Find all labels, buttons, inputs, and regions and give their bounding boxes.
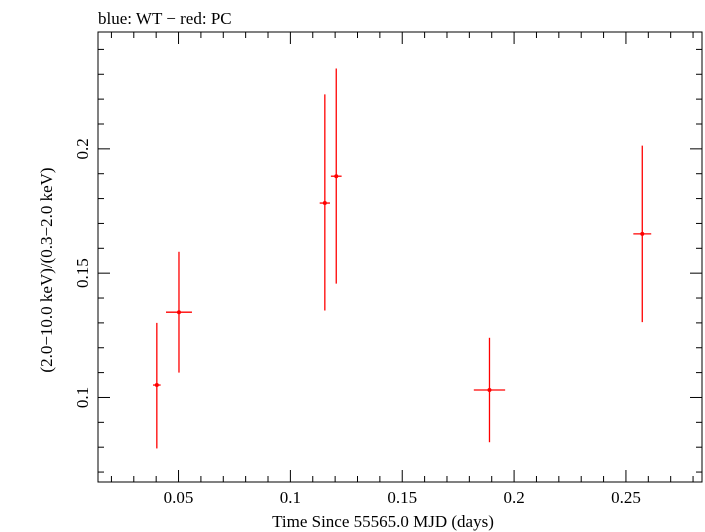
y-tick-label: 0.2: [73, 138, 92, 159]
y-tick-label: 0.15: [73, 258, 92, 288]
data-point: [166, 251, 192, 373]
data-points: [153, 68, 652, 449]
x-tick-label: 0.2: [503, 488, 524, 507]
x-tick-label: 0.25: [611, 488, 641, 507]
x-tick-label: 0.05: [164, 488, 194, 507]
data-marker: [154, 383, 159, 388]
axis-tick-labels: 0.05 0.1 0.15 0.2 0.25 0.1 0.15 0.2: [73, 138, 641, 507]
data-point: [473, 337, 506, 443]
x-axis-label: Time Since 55565.0 MJD (days): [272, 512, 494, 531]
chart-title: blue: WT − red: PC: [98, 9, 232, 28]
axis-ticks: [98, 32, 702, 482]
x-tick-label: 0.1: [280, 488, 301, 507]
plot-frame: [97, 31, 703, 483]
data-point: [153, 322, 161, 449]
data-marker: [487, 388, 492, 393]
data-marker: [640, 231, 645, 236]
data-marker: [334, 174, 339, 179]
data-marker: [322, 201, 327, 206]
y-tick-label: 0.1: [73, 387, 92, 408]
data-point: [330, 68, 342, 284]
x-tick-label: 0.15: [387, 488, 417, 507]
data-point: [633, 145, 652, 323]
y-axis-label: (2.0−10.0 keV)/(0.3−2.0 keV): [37, 167, 56, 372]
data-marker: [176, 310, 181, 315]
data-point: [319, 94, 330, 311]
